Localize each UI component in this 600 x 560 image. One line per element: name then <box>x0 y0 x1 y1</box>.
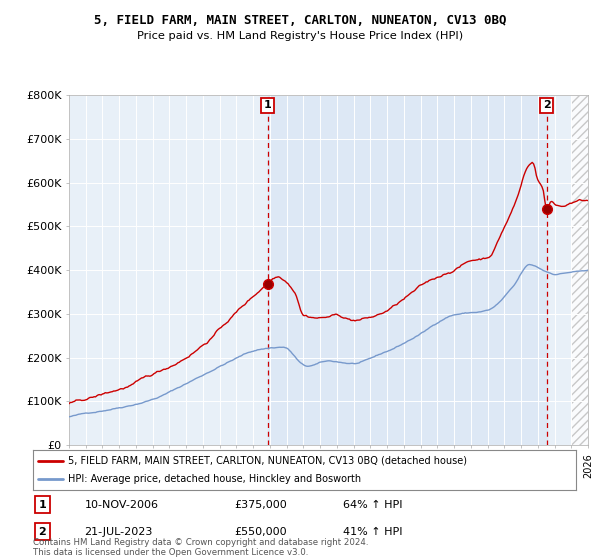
Text: £550,000: £550,000 <box>234 527 287 537</box>
Text: 21-JUL-2023: 21-JUL-2023 <box>85 527 153 537</box>
Text: 1: 1 <box>38 500 46 510</box>
Text: 64% ↑ HPI: 64% ↑ HPI <box>343 500 402 510</box>
Text: 5, FIELD FARM, MAIN STREET, CARLTON, NUNEATON, CV13 0BQ: 5, FIELD FARM, MAIN STREET, CARLTON, NUN… <box>94 14 506 27</box>
Text: 1: 1 <box>264 100 272 110</box>
Text: Contains HM Land Registry data © Crown copyright and database right 2024.
This d: Contains HM Land Registry data © Crown c… <box>33 538 368 557</box>
Text: 5, FIELD FARM, MAIN STREET, CARLTON, NUNEATON, CV13 0BQ (detached house): 5, FIELD FARM, MAIN STREET, CARLTON, NUN… <box>68 456 467 465</box>
Text: 2: 2 <box>543 100 551 110</box>
Text: £375,000: £375,000 <box>234 500 287 510</box>
Text: HPI: Average price, detached house, Hinckley and Bosworth: HPI: Average price, detached house, Hinc… <box>68 474 361 484</box>
Text: 10-NOV-2006: 10-NOV-2006 <box>85 500 158 510</box>
Text: 2: 2 <box>38 527 46 537</box>
Text: 41% ↑ HPI: 41% ↑ HPI <box>343 527 402 537</box>
Bar <box>268 95 547 445</box>
Text: Price paid vs. HM Land Registry's House Price Index (HPI): Price paid vs. HM Land Registry's House … <box>137 31 463 41</box>
